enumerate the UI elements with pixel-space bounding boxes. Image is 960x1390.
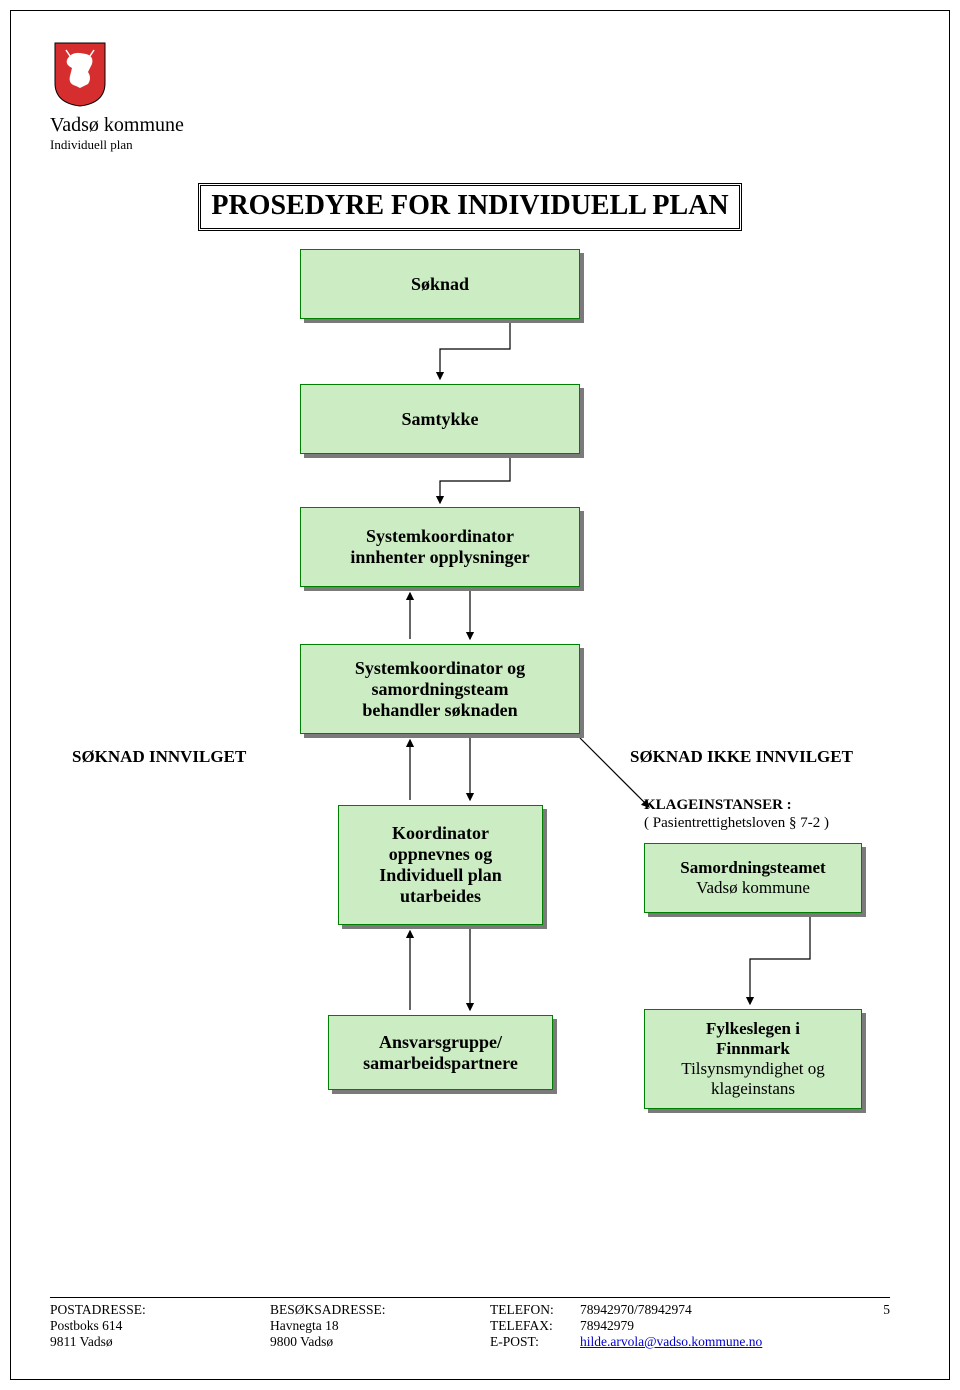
- flow-box-behandler: Systemkoordinator og samordningsteam beh…: [300, 644, 580, 734]
- flow-box-innhenter: Systemkoordinator innhenter opplysninger: [300, 507, 580, 587]
- flow-box-label: samordningsteam: [371, 679, 508, 700]
- label-klageinstanser: KLAGEINSTANSER :: [644, 797, 792, 814]
- flow-box-koordinator: Koordinator oppnevnes og Individuell pla…: [338, 805, 543, 925]
- flow-box-label: klageinstans: [711, 1079, 795, 1099]
- flow-box-label: behandler søknaden: [362, 700, 517, 721]
- flow-box-label: utarbeides: [400, 886, 481, 907]
- flow-box-label: Tilsynsmyndighet og: [681, 1059, 824, 1079]
- flow-box-label: innhenter opplysninger: [350, 547, 529, 568]
- flow-box-label: Finnmark: [716, 1039, 790, 1059]
- flow-box-label: Fylkeslegen i: [706, 1019, 800, 1039]
- flow-box-soknad: Søknad: [300, 249, 580, 319]
- footer-telefon-value: 78942970/78942974: [580, 1302, 860, 1318]
- flow-box-label: Samordningsteamet: [680, 858, 825, 878]
- page-number: 5: [860, 1302, 890, 1318]
- flow-box-label: Ansvarsgruppe/: [379, 1032, 502, 1053]
- footer-telefon-label: TELEFON:: [490, 1302, 580, 1318]
- flow-box-samtykke: Samtykke: [300, 384, 580, 454]
- footer-telefax-label: TELEFAX:: [490, 1318, 580, 1334]
- flow-box-label: oppnevnes og: [389, 844, 493, 865]
- flow-box-label: Systemkoordinator og: [355, 658, 525, 679]
- page-title: PROSEDYRE FOR INDIVIDUELL PLAN: [198, 183, 741, 231]
- footer-postadresse-line1: Postboks 614: [50, 1318, 270, 1334]
- header-subtitle: Individuell plan: [50, 137, 890, 153]
- footer-epost-label: E-POST:: [490, 1334, 580, 1350]
- footer-telefax-value: 78942979: [580, 1318, 860, 1334]
- logo: [50, 38, 110, 108]
- flow-box-ansvarsgruppe: Ansvarsgruppe/ samarbeidspartnere: [328, 1015, 553, 1090]
- flow-box-samordningsteamet: Samordningsteamet Vadsø kommune: [644, 843, 862, 913]
- footer-postadresse-line2: 9811 Vadsø: [50, 1334, 270, 1350]
- footer-besoksadresse-label: BESØKSADRESSE:: [270, 1302, 490, 1318]
- page-footer: POSTADRESSE: BESØKSADRESSE: TELEFON: 789…: [50, 1297, 890, 1350]
- flow-box-fylkeslegen: Fylkeslegen i Finnmark Tilsynsmyndighet …: [644, 1009, 862, 1109]
- flow-box-label: Koordinator: [392, 823, 489, 844]
- flow-box-label: Søknad: [411, 274, 469, 295]
- flowchart-diagram: Søknad Samtykke Systemkoordinator innhen…: [50, 249, 890, 1229]
- footer-email-link[interactable]: hilde.arvola@vadso.kommune.no: [580, 1334, 762, 1349]
- label-soknad-innvilget: SØKNAD INNVILGET: [72, 747, 246, 767]
- flow-box-label: Individuell plan: [379, 865, 502, 886]
- flow-box-label: Vadsø kommune: [696, 878, 810, 898]
- label-soknad-ikke-innvilget: SØKNAD IKKE INNVILGET: [630, 747, 853, 767]
- header-text: Vadsø kommune Individuell plan: [50, 114, 890, 153]
- flow-box-label: samarbeidspartnere: [363, 1053, 518, 1074]
- footer-besoksadresse-line2: 9800 Vadsø: [270, 1334, 490, 1350]
- flow-box-label: Samtykke: [401, 409, 478, 430]
- label-klageinstanser-ref: ( Pasientrettighetsloven § 7-2 ): [644, 815, 829, 832]
- flow-box-label: Systemkoordinator: [366, 526, 514, 547]
- header-municipality: Vadsø kommune: [50, 114, 890, 137]
- footer-postadresse-label: POSTADRESSE:: [50, 1302, 270, 1318]
- footer-besoksadresse-line1: Havnegta 18: [270, 1318, 490, 1334]
